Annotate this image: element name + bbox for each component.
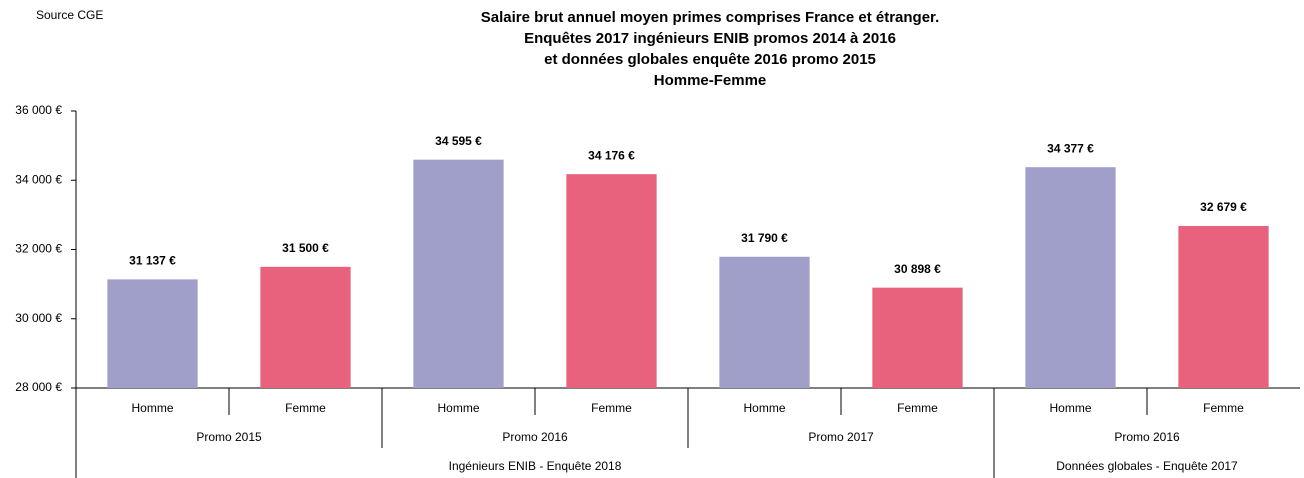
x-tick-label: Homme <box>743 401 785 415</box>
x-tick-label: Femme <box>1203 401 1244 415</box>
bar <box>107 279 198 388</box>
chart-title: Enquêtes 2017 ingénieurs ENIB promos 201… <box>524 30 896 47</box>
chart-title: et données globales enquête 2016 promo 2… <box>544 51 876 68</box>
y-tick-label: 30 000 € <box>15 311 62 325</box>
value-label: 31 790 € <box>741 231 788 245</box>
bar <box>872 287 963 388</box>
group-label: Promo 2017 <box>808 430 874 444</box>
chart-title: Salaire brut annuel moyen primes compris… <box>481 9 940 26</box>
value-label: 31 137 € <box>129 254 176 268</box>
value-label: 32 679 € <box>1200 200 1247 214</box>
group-label: Promo 2016 <box>502 430 568 444</box>
y-tick-label: 32 000 € <box>15 242 62 256</box>
x-tick-label: Femme <box>897 401 938 415</box>
x-tick-label: Femme <box>285 401 326 415</box>
value-label: 31 500 € <box>282 241 329 255</box>
y-tick-label: 34 000 € <box>15 172 62 186</box>
value-label: 30 898 € <box>894 262 941 276</box>
bar <box>1178 225 1269 388</box>
value-label: 34 176 € <box>588 148 635 162</box>
chart-title: Homme-Femme <box>654 72 767 89</box>
y-tick-label: 36 000 € <box>15 103 62 117</box>
group-label: Promo 2015 <box>196 430 262 444</box>
bar <box>260 266 351 388</box>
bar <box>566 174 657 388</box>
super-group-label: Données globales - Enquête 2017 <box>1056 459 1238 473</box>
y-tick-label: 28 000 € <box>15 380 62 394</box>
value-label: 34 377 € <box>1047 141 1094 155</box>
group-label: Promo 2016 <box>1114 430 1180 444</box>
x-tick-label: Homme <box>1049 401 1091 415</box>
x-tick-label: Homme <box>437 401 479 415</box>
bar <box>413 159 504 388</box>
source: Source CGE <box>36 8 103 22</box>
super-group-label: Ingénieurs ENIB - Enquête 2018 <box>449 459 622 473</box>
x-tick-label: Femme <box>591 401 632 415</box>
value-label: 34 595 € <box>435 134 482 148</box>
bar <box>1025 167 1116 388</box>
x-tick-label: Homme <box>131 401 173 415</box>
bar <box>719 256 810 388</box>
